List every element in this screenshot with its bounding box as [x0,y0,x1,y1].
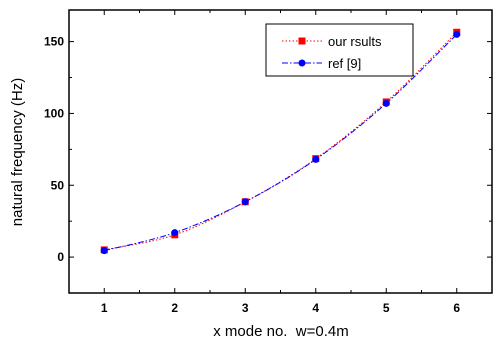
x-tick-labels: 1 2 3 4 5 6 [101,301,461,315]
series-markers [100,28,461,255]
data-point-ref-9-4 [312,155,320,163]
data-point-ref-9-6 [453,30,461,38]
data-point-ref-9-2 [171,229,179,237]
x-tick-label: 1 [101,301,108,315]
x-tick-label: 5 [383,301,390,315]
data-point-ref-9-1 [100,247,108,255]
data-point-ref-9-5 [382,99,390,107]
y-tick-label: 150 [44,35,64,49]
y-tick-label: 0 [57,250,64,264]
x-tick-label: 4 [312,301,319,315]
y-tick-labels: 0 50 100 150 [44,35,64,264]
series-line-our-rsults [104,31,458,251]
legend-label-our-rsults: our rsults [328,34,382,49]
axis-ticks [69,10,492,294]
y-tick-label: 100 [44,106,64,120]
legend-marker-our-rsults [298,37,306,45]
y-axis-title: natural frequency (Hz) [9,78,26,226]
legend-box [265,23,414,77]
x-tick-label: 3 [242,301,249,315]
x-tick-label: 6 [453,301,460,315]
data-point-ref-9-3 [241,198,249,206]
x-axis-title: x mode no. w=0.4m [213,323,348,340]
y-tick-label: 50 [51,178,65,192]
legend-label-ref-9: ref [9] [328,56,361,71]
x-tick-label: 2 [171,301,178,315]
legend: our rsults ref [9] [265,23,414,77]
legend-marker-ref-9 [298,59,306,67]
